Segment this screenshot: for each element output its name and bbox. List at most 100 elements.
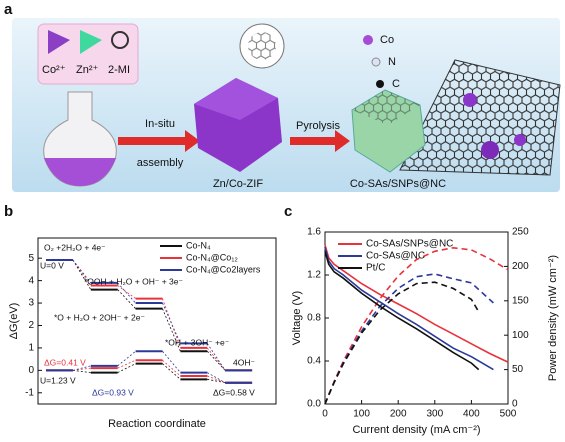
y2-axis-label: Power density (mW cm⁻²) <box>547 255 559 381</box>
level-connector <box>72 369 91 373</box>
annotation: ΔG=0.58 V <box>213 387 255 397</box>
y-tick-label: 1 <box>28 343 34 354</box>
y2-tick-label: 200 <box>512 261 529 272</box>
level-connector <box>207 375 226 384</box>
legend-label: Pt/C <box>366 263 385 274</box>
step-label: Pyrolysis <box>296 120 341 132</box>
nc-face <box>352 90 420 125</box>
x-tick-label: 0 <box>322 409 328 420</box>
step-label: In-situ <box>145 118 175 130</box>
zn-ion-icon <box>80 30 102 54</box>
co-atom <box>463 93 477 107</box>
level-connector <box>117 363 136 373</box>
y-tick-label: 0.0 <box>307 399 321 410</box>
x-axis-label: Reaction coordinate <box>108 418 206 430</box>
voltage-curve <box>324 244 509 363</box>
y2-tick-label: 100 <box>512 330 529 341</box>
y2-tick-label: 250 <box>512 227 529 238</box>
x-tick-label: 500 <box>500 409 517 420</box>
material-label: Co-SAs/SNPs@NC <box>350 178 446 190</box>
level-connector <box>162 298 181 349</box>
panel-label: b <box>4 203 13 220</box>
legend-c <box>376 80 384 88</box>
legend-label: Co <box>380 34 394 46</box>
power-curve <box>324 281 480 405</box>
y-axis-label: Voltage (V) <box>291 291 303 345</box>
power-curve <box>324 273 494 405</box>
legend-label: N <box>388 56 396 68</box>
annotation: ΔG=0.93 V <box>92 387 134 397</box>
annotation: O₂ +2H₂O + 4e⁻ <box>44 242 106 252</box>
precursor-label: Co²⁺ <box>42 64 66 76</box>
graphene-sheet <box>399 59 561 176</box>
voltage-curve <box>324 246 494 371</box>
y2-tick-label: 150 <box>512 295 529 306</box>
level-connector <box>72 367 91 371</box>
level-connector <box>117 282 136 304</box>
y-tick-label: 1.2 <box>307 270 321 281</box>
level-connector <box>162 302 181 344</box>
y-tick-label: 0.4 <box>307 356 321 367</box>
annotation: U=0 V <box>40 260 64 270</box>
level-connector <box>206 343 226 371</box>
y-tick-label: 0.8 <box>307 313 321 324</box>
panel-a: a Co²⁺ Zn²⁺ 2-MI In-situ assembly Zn/Co-… <box>4 1 561 192</box>
level-connector <box>162 359 181 377</box>
level-connector <box>206 347 226 371</box>
legend-n <box>371 57 381 67</box>
voltage-curve <box>324 251 480 371</box>
legend-label: Co-N₄@Co₁₂ <box>186 252 238 262</box>
annotation: *OH + 3OH⁻ +e⁻ <box>165 337 230 347</box>
legend-co <box>363 35 373 45</box>
legend-label: Co-N₄ <box>186 240 211 250</box>
y-tick-label: 3 <box>28 298 34 309</box>
step-label: assembly <box>137 157 184 169</box>
flask-liquid <box>44 158 116 186</box>
y-tick-label: 1.6 <box>307 227 321 238</box>
y2-tick-label: 0 <box>512 399 518 410</box>
level-connector <box>207 372 226 384</box>
annotation: *O + H₂O + 2OH⁻ + 2e⁻ <box>54 312 145 322</box>
level-connector <box>72 365 91 371</box>
y-tick-label: 5 <box>28 253 34 264</box>
zif-face <box>194 78 278 120</box>
co-particle <box>481 141 499 159</box>
panel-label: a <box>4 1 13 18</box>
level-connector <box>162 351 181 373</box>
legend-label: C <box>392 78 400 90</box>
plot-frame <box>37 237 277 405</box>
level-connector <box>117 359 136 369</box>
level-connector <box>72 259 92 284</box>
x-tick-label: 300 <box>426 409 443 420</box>
level-connector <box>117 289 136 309</box>
arrow <box>118 130 200 152</box>
arrow <box>290 130 350 152</box>
legend-label: Co-N₄@Co2layers <box>186 264 261 274</box>
y-tick-label: 0 <box>28 365 34 376</box>
annotation: ΔG=0.41 V <box>44 357 86 367</box>
y2-tick-label: 50 <box>512 364 524 375</box>
y-tick-label: 2 <box>28 320 34 331</box>
level-connector <box>117 285 136 299</box>
y-tick-label: -1 <box>25 387 34 398</box>
precursor-label: Zn²⁺ <box>76 64 99 76</box>
level-connector <box>162 363 181 380</box>
co-atom <box>514 134 526 146</box>
legend-label: Co-SAs/SNPs@NC <box>366 239 453 250</box>
material-label: Zn/Co-ZIF <box>213 178 263 190</box>
annotation: *OOH + H₂O + OH⁻ + 3e⁻ <box>84 276 183 286</box>
legend-label: Co-SAs@NC <box>366 251 425 262</box>
x-tick-label: 200 <box>390 409 407 420</box>
panel-label: c <box>284 203 292 220</box>
y-tick-label: 4 <box>28 275 34 286</box>
x-tick-label: 100 <box>353 409 370 420</box>
x-tick-label: 400 <box>463 409 480 420</box>
power-curve <box>324 246 509 405</box>
annotation: U=1.23 V <box>40 375 76 385</box>
precursor-label: 2-MI <box>108 64 130 76</box>
co-ion-icon <box>48 30 70 54</box>
level-connector <box>117 350 136 367</box>
zoom-structure <box>248 32 276 60</box>
x-axis-label: Current density (mA cm⁻²) <box>352 424 480 436</box>
